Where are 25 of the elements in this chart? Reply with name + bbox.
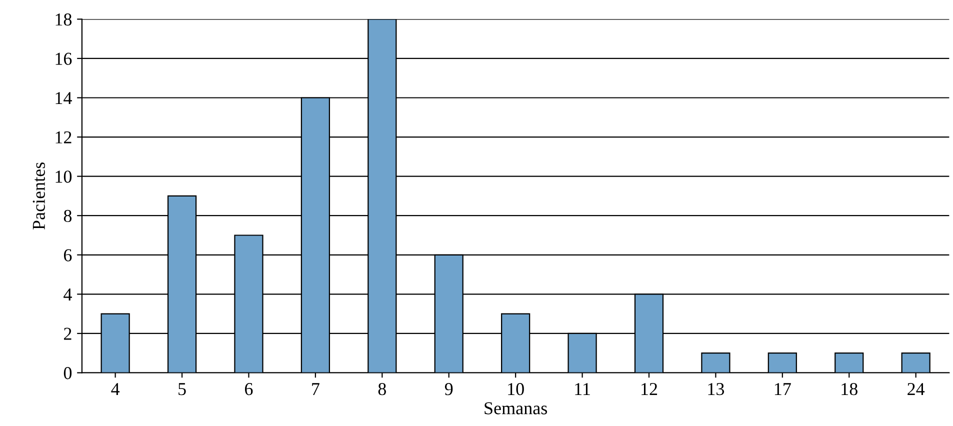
- y-tick-label: 18: [56, 13, 72, 26]
- y-tick-label: 0: [64, 367, 72, 380]
- y-tick-label: 16: [56, 52, 72, 65]
- x-tick-label: 12: [642, 383, 658, 395]
- x-tick-label: 13: [708, 383, 724, 396]
- x-tick-label: 7: [312, 383, 320, 395]
- x-axis-title: Semanas: [484, 402, 548, 414]
- x-tick-label: 18: [842, 382, 858, 396]
- x-tick-label: 17: [774, 383, 791, 395]
- x-tick-label: 6: [244, 383, 253, 396]
- x-tick-label: 8: [378, 382, 386, 396]
- x-tick-label: 4: [111, 383, 120, 395]
- y-tick-label: 2: [64, 328, 72, 340]
- y-tick-label: 4: [64, 288, 72, 300]
- y-axis-title: Pacientes: [32, 162, 45, 230]
- y-tick-label: 10: [56, 170, 72, 183]
- x-tick-label: 5: [178, 383, 186, 396]
- x-tick-label: 10: [508, 382, 524, 396]
- y-tick-label: 12: [56, 131, 72, 144]
- y-tick-label: 14: [56, 92, 72, 104]
- y-tick-label: 8: [64, 210, 72, 222]
- x-tick-label: 24: [908, 383, 925, 395]
- y-tick-label: 6: [64, 249, 72, 262]
- x-tick-label: 11: [575, 383, 590, 395]
- x-tick-label: 9: [444, 383, 453, 396]
